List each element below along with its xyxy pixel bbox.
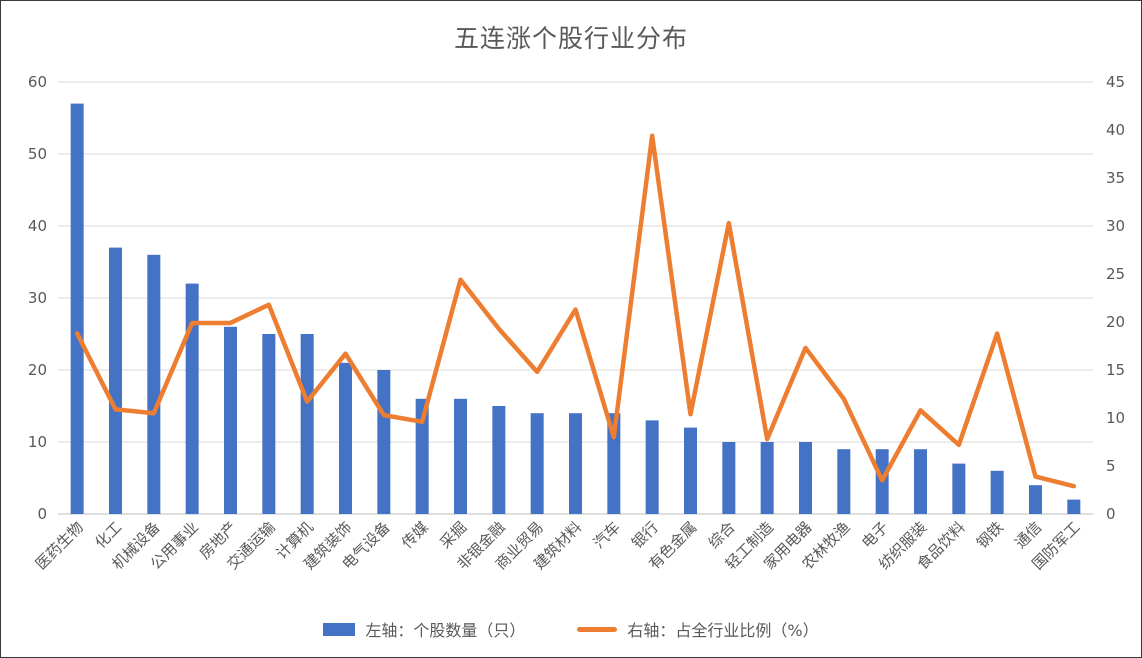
bar bbox=[147, 254, 161, 515]
bar bbox=[530, 413, 544, 514]
category-label: 汽车 bbox=[590, 518, 624, 552]
bar bbox=[799, 442, 812, 514]
right-axis-tick-label: 30 bbox=[1106, 217, 1125, 235]
bar bbox=[454, 398, 467, 514]
category-label: 采掘 bbox=[436, 518, 470, 552]
bar bbox=[339, 362, 352, 514]
category-label: 通信 bbox=[1011, 518, 1045, 552]
bar bbox=[760, 442, 774, 514]
legend-line-label: 右轴：占全行业比例（%） bbox=[627, 621, 819, 640]
left-axis-tick-label: 30 bbox=[28, 289, 47, 307]
bar bbox=[185, 283, 199, 514]
bar bbox=[377, 370, 391, 514]
bar bbox=[837, 449, 851, 514]
right-axis-tick-label: 35 bbox=[1106, 169, 1125, 187]
right-axis-tick-label: 10 bbox=[1106, 409, 1125, 427]
line-series-swatch-icon bbox=[577, 626, 618, 632]
bar bbox=[300, 334, 314, 514]
line-series bbox=[74, 133, 1077, 489]
category-label: 传媒 bbox=[398, 518, 432, 552]
bar bbox=[914, 449, 927, 514]
left-axis-tick-label: 20 bbox=[28, 361, 47, 379]
right-axis-tick-label: 45 bbox=[1106, 73, 1125, 91]
bar bbox=[952, 463, 966, 514]
category-label: 化工 bbox=[91, 518, 125, 552]
bar bbox=[684, 427, 697, 514]
legend-bars-label: 左轴：个股数量（只） bbox=[365, 621, 526, 640]
bar bbox=[109, 247, 122, 514]
right-axis-tick-label: 25 bbox=[1106, 265, 1125, 283]
bar bbox=[569, 413, 582, 514]
bar bbox=[415, 398, 429, 514]
bar bbox=[1067, 499, 1081, 514]
left-axis-tick-label: 10 bbox=[28, 433, 47, 451]
right-axis-tick-label: 15 bbox=[1106, 361, 1125, 379]
bar bbox=[492, 406, 506, 514]
left-axis-tick-label: 40 bbox=[28, 217, 47, 235]
legend-item-line: 右轴：占全行业比例（%） bbox=[577, 617, 819, 641]
chart-title: 五连涨个股行业分布 bbox=[453, 24, 688, 53]
category-label: 银行 bbox=[628, 518, 662, 552]
bar bbox=[70, 103, 84, 514]
left-axis-tick-label: 60 bbox=[28, 73, 47, 91]
legend-item-bars: 左轴：个股数量（只） bbox=[323, 617, 525, 641]
bar bbox=[607, 413, 621, 514]
bar bbox=[722, 442, 736, 514]
right-axis-tick-label: 5 bbox=[1106, 457, 1116, 475]
left-axis-tick-label: 50 bbox=[28, 145, 47, 163]
bar bbox=[262, 334, 276, 514]
legend: 左轴：个股数量（只） 右轴：占全行业比例（%） bbox=[1, 617, 1141, 641]
bar bbox=[224, 326, 237, 514]
bar bbox=[1029, 485, 1042, 514]
category-label: 钢铁 bbox=[973, 518, 1007, 552]
bar bbox=[645, 420, 659, 514]
category-label: 电子 bbox=[858, 518, 892, 552]
left-axis-tick-label: 0 bbox=[37, 505, 47, 523]
right-axis-tick-label: 20 bbox=[1106, 313, 1125, 331]
right-axis-tick-label: 0 bbox=[1106, 505, 1116, 523]
bar bbox=[990, 470, 1004, 514]
right-axis-tick-label: 40 bbox=[1106, 121, 1125, 139]
bar-series-swatch-icon bbox=[323, 622, 356, 636]
category-label: 医药生物 bbox=[32, 518, 87, 573]
category-label: 综合 bbox=[705, 518, 739, 552]
